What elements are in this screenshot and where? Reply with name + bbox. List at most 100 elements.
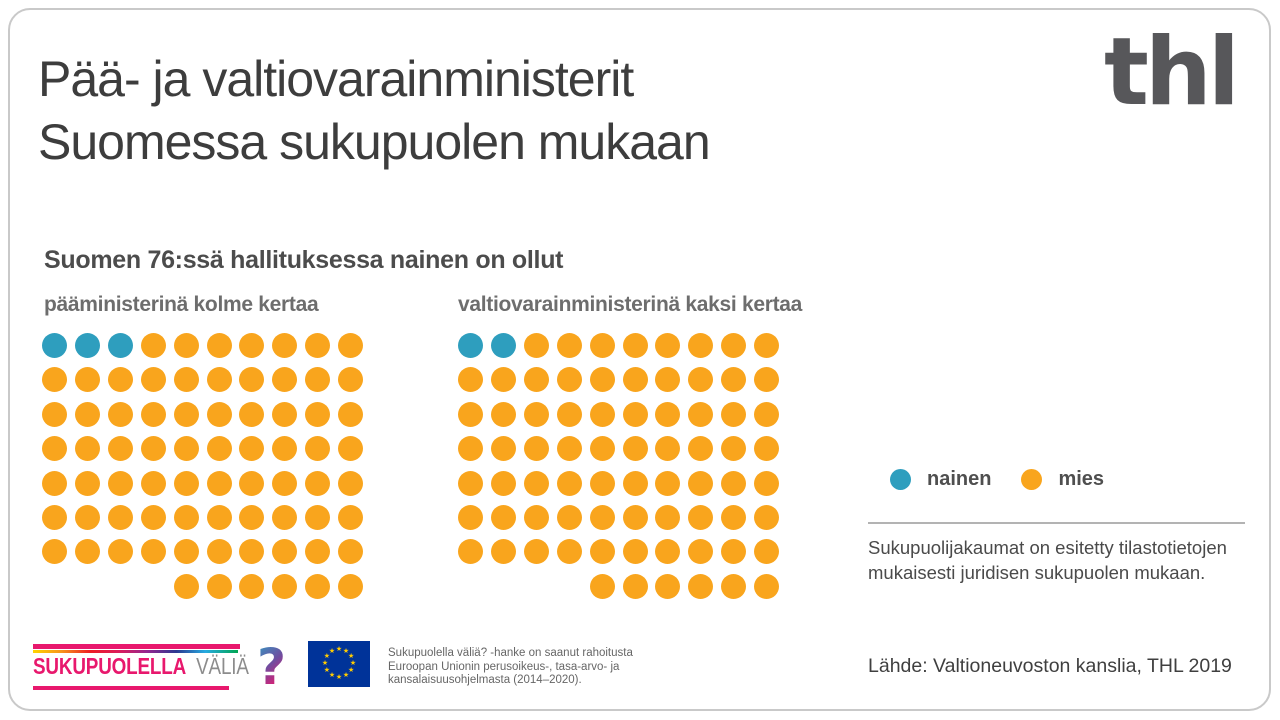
eu-flag-icon: ★ ★ ★ ★ ★ ★ ★ ★ ★ ★ ★ ★ bbox=[308, 641, 370, 687]
dot-mies bbox=[556, 470, 582, 496]
page-title: Pää- ja valtiovarainministerit Suomessa … bbox=[38, 48, 858, 174]
nainen-dot-icon bbox=[890, 469, 911, 490]
title-line-1: Pää- ja valtiovarainministerit bbox=[38, 51, 634, 107]
dot-mies bbox=[74, 470, 100, 496]
dot-mies bbox=[589, 401, 615, 427]
eu-star-icon: ★ bbox=[347, 667, 355, 674]
dot-mies bbox=[754, 401, 780, 427]
dot-mies bbox=[655, 401, 681, 427]
dot-mies bbox=[305, 539, 331, 565]
dot-mies bbox=[239, 436, 265, 462]
dot-mies bbox=[458, 436, 483, 462]
chart1-label: pääministerinä kolme kertaa bbox=[44, 293, 319, 316]
dot-nainen bbox=[42, 333, 67, 358]
dot-mies bbox=[173, 367, 199, 393]
dot-mies bbox=[523, 367, 549, 393]
dot-mies bbox=[721, 539, 747, 565]
dot-mies bbox=[721, 367, 747, 393]
dot-mies bbox=[458, 505, 483, 530]
question-mark-icon: ? bbox=[257, 638, 287, 696]
dot-mies bbox=[458, 470, 483, 496]
dot-mies bbox=[556, 505, 582, 530]
dot-mies bbox=[305, 573, 331, 599]
dot-mies bbox=[272, 539, 298, 565]
eu-star-icon: ★ bbox=[349, 660, 357, 667]
dot-mies bbox=[206, 470, 232, 496]
dot-mies bbox=[74, 401, 100, 427]
dot-mies bbox=[622, 401, 648, 427]
dot-mies bbox=[338, 333, 364, 358]
dot-mies bbox=[173, 573, 199, 599]
dot-mies bbox=[490, 367, 516, 393]
legend: nainen mies bbox=[890, 468, 1104, 491]
chart2-dot-matrix bbox=[458, 333, 780, 599]
dot-mies bbox=[688, 436, 714, 462]
dot-mies bbox=[721, 505, 747, 530]
dot-mies bbox=[272, 367, 298, 393]
eu-star-icon: ★ bbox=[321, 660, 329, 667]
eu-star-icon: ★ bbox=[342, 647, 350, 655]
logo-bottom-bar bbox=[33, 686, 229, 690]
dot-mies bbox=[272, 470, 298, 496]
dot-mies bbox=[74, 367, 100, 393]
dot-mies bbox=[42, 436, 67, 462]
dot-mies bbox=[239, 470, 265, 496]
chart-subtitle: Suomen 76:ssä hallituksessa nainen on ol… bbox=[44, 246, 564, 274]
dot-mies bbox=[338, 401, 364, 427]
eu-star-icon: ★ bbox=[335, 674, 343, 681]
dot-mies bbox=[338, 539, 364, 565]
dot-mies bbox=[556, 333, 582, 358]
dot-nainen bbox=[490, 333, 516, 358]
legend-label-nainen: nainen bbox=[927, 468, 992, 490]
dot-nainen bbox=[458, 333, 483, 358]
dot-mies bbox=[206, 573, 232, 599]
dot-mies bbox=[688, 573, 714, 599]
dot-mies bbox=[272, 505, 298, 530]
dot-mies bbox=[622, 367, 648, 393]
dot-mies bbox=[589, 470, 615, 496]
dot-mies bbox=[74, 436, 100, 462]
dot-mies bbox=[556, 367, 582, 393]
dot-mies bbox=[589, 436, 615, 462]
dot-mies bbox=[721, 470, 747, 496]
dot-mies bbox=[688, 470, 714, 496]
dot-mies bbox=[173, 401, 199, 427]
dot-mies bbox=[140, 539, 166, 565]
dot-mies bbox=[589, 505, 615, 530]
dot-mies bbox=[688, 333, 714, 358]
dot-mies bbox=[754, 470, 780, 496]
dot-mies bbox=[272, 333, 298, 358]
dot-mies bbox=[458, 367, 483, 393]
dot-mies bbox=[458, 401, 483, 427]
dot-mies bbox=[42, 539, 67, 565]
logo-word-valia: VÄLIÄ bbox=[196, 653, 249, 679]
dot-mies bbox=[490, 436, 516, 462]
dot-mies bbox=[140, 436, 166, 462]
dot-mies bbox=[305, 436, 331, 462]
dot-mies bbox=[754, 436, 780, 462]
dot-mies bbox=[688, 401, 714, 427]
dot-mies bbox=[721, 436, 747, 462]
methodology-note: Sukupuolijakaumat on esitetty tilastotie… bbox=[868, 537, 1227, 583]
dot-mies bbox=[589, 333, 615, 358]
dot-mies bbox=[622, 505, 648, 530]
dot-mies bbox=[721, 573, 747, 599]
dot-mies bbox=[622, 573, 648, 599]
dot-mies bbox=[42, 470, 67, 496]
title-line-2: Suomessa sukupuolen mukaan bbox=[38, 114, 711, 170]
dot-mies bbox=[754, 505, 780, 530]
dot-nainen bbox=[74, 333, 100, 358]
source-text: Lähde: Valtioneuvoston kanslia, THL 2019 bbox=[868, 655, 1232, 677]
dot-mies bbox=[622, 470, 648, 496]
dot-mies bbox=[107, 539, 133, 565]
dot-mies bbox=[173, 333, 199, 358]
dot-mies bbox=[754, 367, 780, 393]
dot-mies bbox=[589, 573, 615, 599]
dot-mies bbox=[305, 333, 331, 358]
dot-mies bbox=[490, 470, 516, 496]
dot-mies bbox=[173, 539, 199, 565]
dot-mies bbox=[140, 333, 166, 358]
dot-mies bbox=[721, 333, 747, 358]
dot-mies bbox=[523, 505, 549, 530]
